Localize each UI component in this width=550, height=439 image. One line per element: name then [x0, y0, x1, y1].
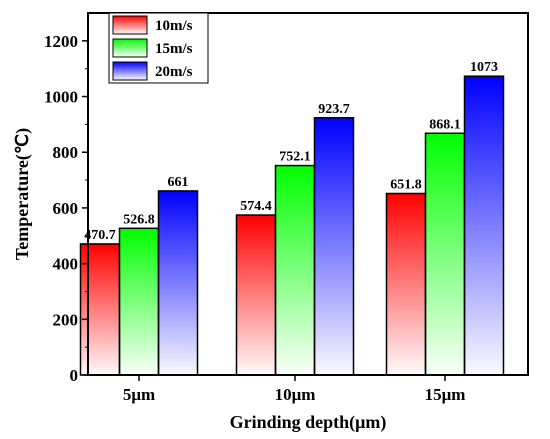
data-label-20m-s-5-m: 661 — [168, 175, 189, 190]
data-label-15m-s-15-m: 868.1 — [429, 117, 461, 132]
legend-swatch-20m-s — [112, 61, 148, 81]
bar-10m-s-10-m — [235, 214, 277, 376]
bar-20m-s-10-m — [313, 117, 355, 376]
x-tick-label: 15μm — [425, 385, 466, 404]
x-axis: 5μm 10μm 15μm — [123, 375, 466, 404]
y-tick-label: 800 — [53, 143, 79, 162]
x-axis-title: Grinding depth(μm) — [230, 412, 387, 433]
y-tick-label: 600 — [53, 199, 79, 218]
data-label-10m-s-15-m: 651.8 — [390, 177, 422, 192]
data-label-20m-s-15-m: 1073 — [470, 60, 498, 75]
y-tick-label: 400 — [53, 255, 79, 274]
y-axis: 0 200 400 600 800 1000 1200 — [44, 32, 88, 385]
y-tick-label: 200 — [53, 310, 79, 329]
legend-label-10m-s: 10m/s — [155, 18, 193, 34]
data-label-15m-s-5-m: 526.8 — [123, 212, 155, 227]
bar-15m-s-15-m — [424, 132, 466, 376]
legend-swatch-15m-s — [112, 38, 148, 58]
bar-15m-s-10-m — [274, 164, 316, 376]
y-axis-title: Temperature(℃) — [12, 128, 33, 260]
bar-20m-s-15-m — [463, 75, 505, 376]
bar-10m-s-15-m — [385, 192, 427, 376]
x-tick-label: 5μm — [123, 385, 155, 404]
bar-20m-s-5-m — [157, 190, 199, 376]
legend-label-20m-s: 20m/s — [155, 64, 193, 80]
y-tick-label: 0 — [70, 366, 79, 385]
y-tick-label: 1200 — [44, 32, 78, 51]
data-labels-layer: 470.7 526.8 661 574.4 752.1 923.7 651.8 868.1 10… — [84, 60, 498, 243]
y-tick-label: 1000 — [44, 88, 78, 107]
legend-swatch-10m-s — [112, 15, 148, 35]
x-tick-label: 10μm — [275, 385, 316, 404]
data-label-10m-s-5-m: 470.7 — [84, 228, 116, 243]
plot-frame — [87, 12, 529, 376]
legend-label-15m-s: 15m/s — [155, 41, 193, 57]
bars-layer — [79, 75, 505, 376]
data-label-20m-s-10-m: 923.7 — [318, 102, 350, 117]
data-label-15m-s-10-m: 752.1 — [279, 150, 311, 165]
bar-15m-s-5-m — [118, 227, 160, 376]
legend: 10m/s 15m/s 20m/s — [108, 12, 209, 84]
data-label-10m-s-10-m: 574.4 — [240, 199, 272, 214]
